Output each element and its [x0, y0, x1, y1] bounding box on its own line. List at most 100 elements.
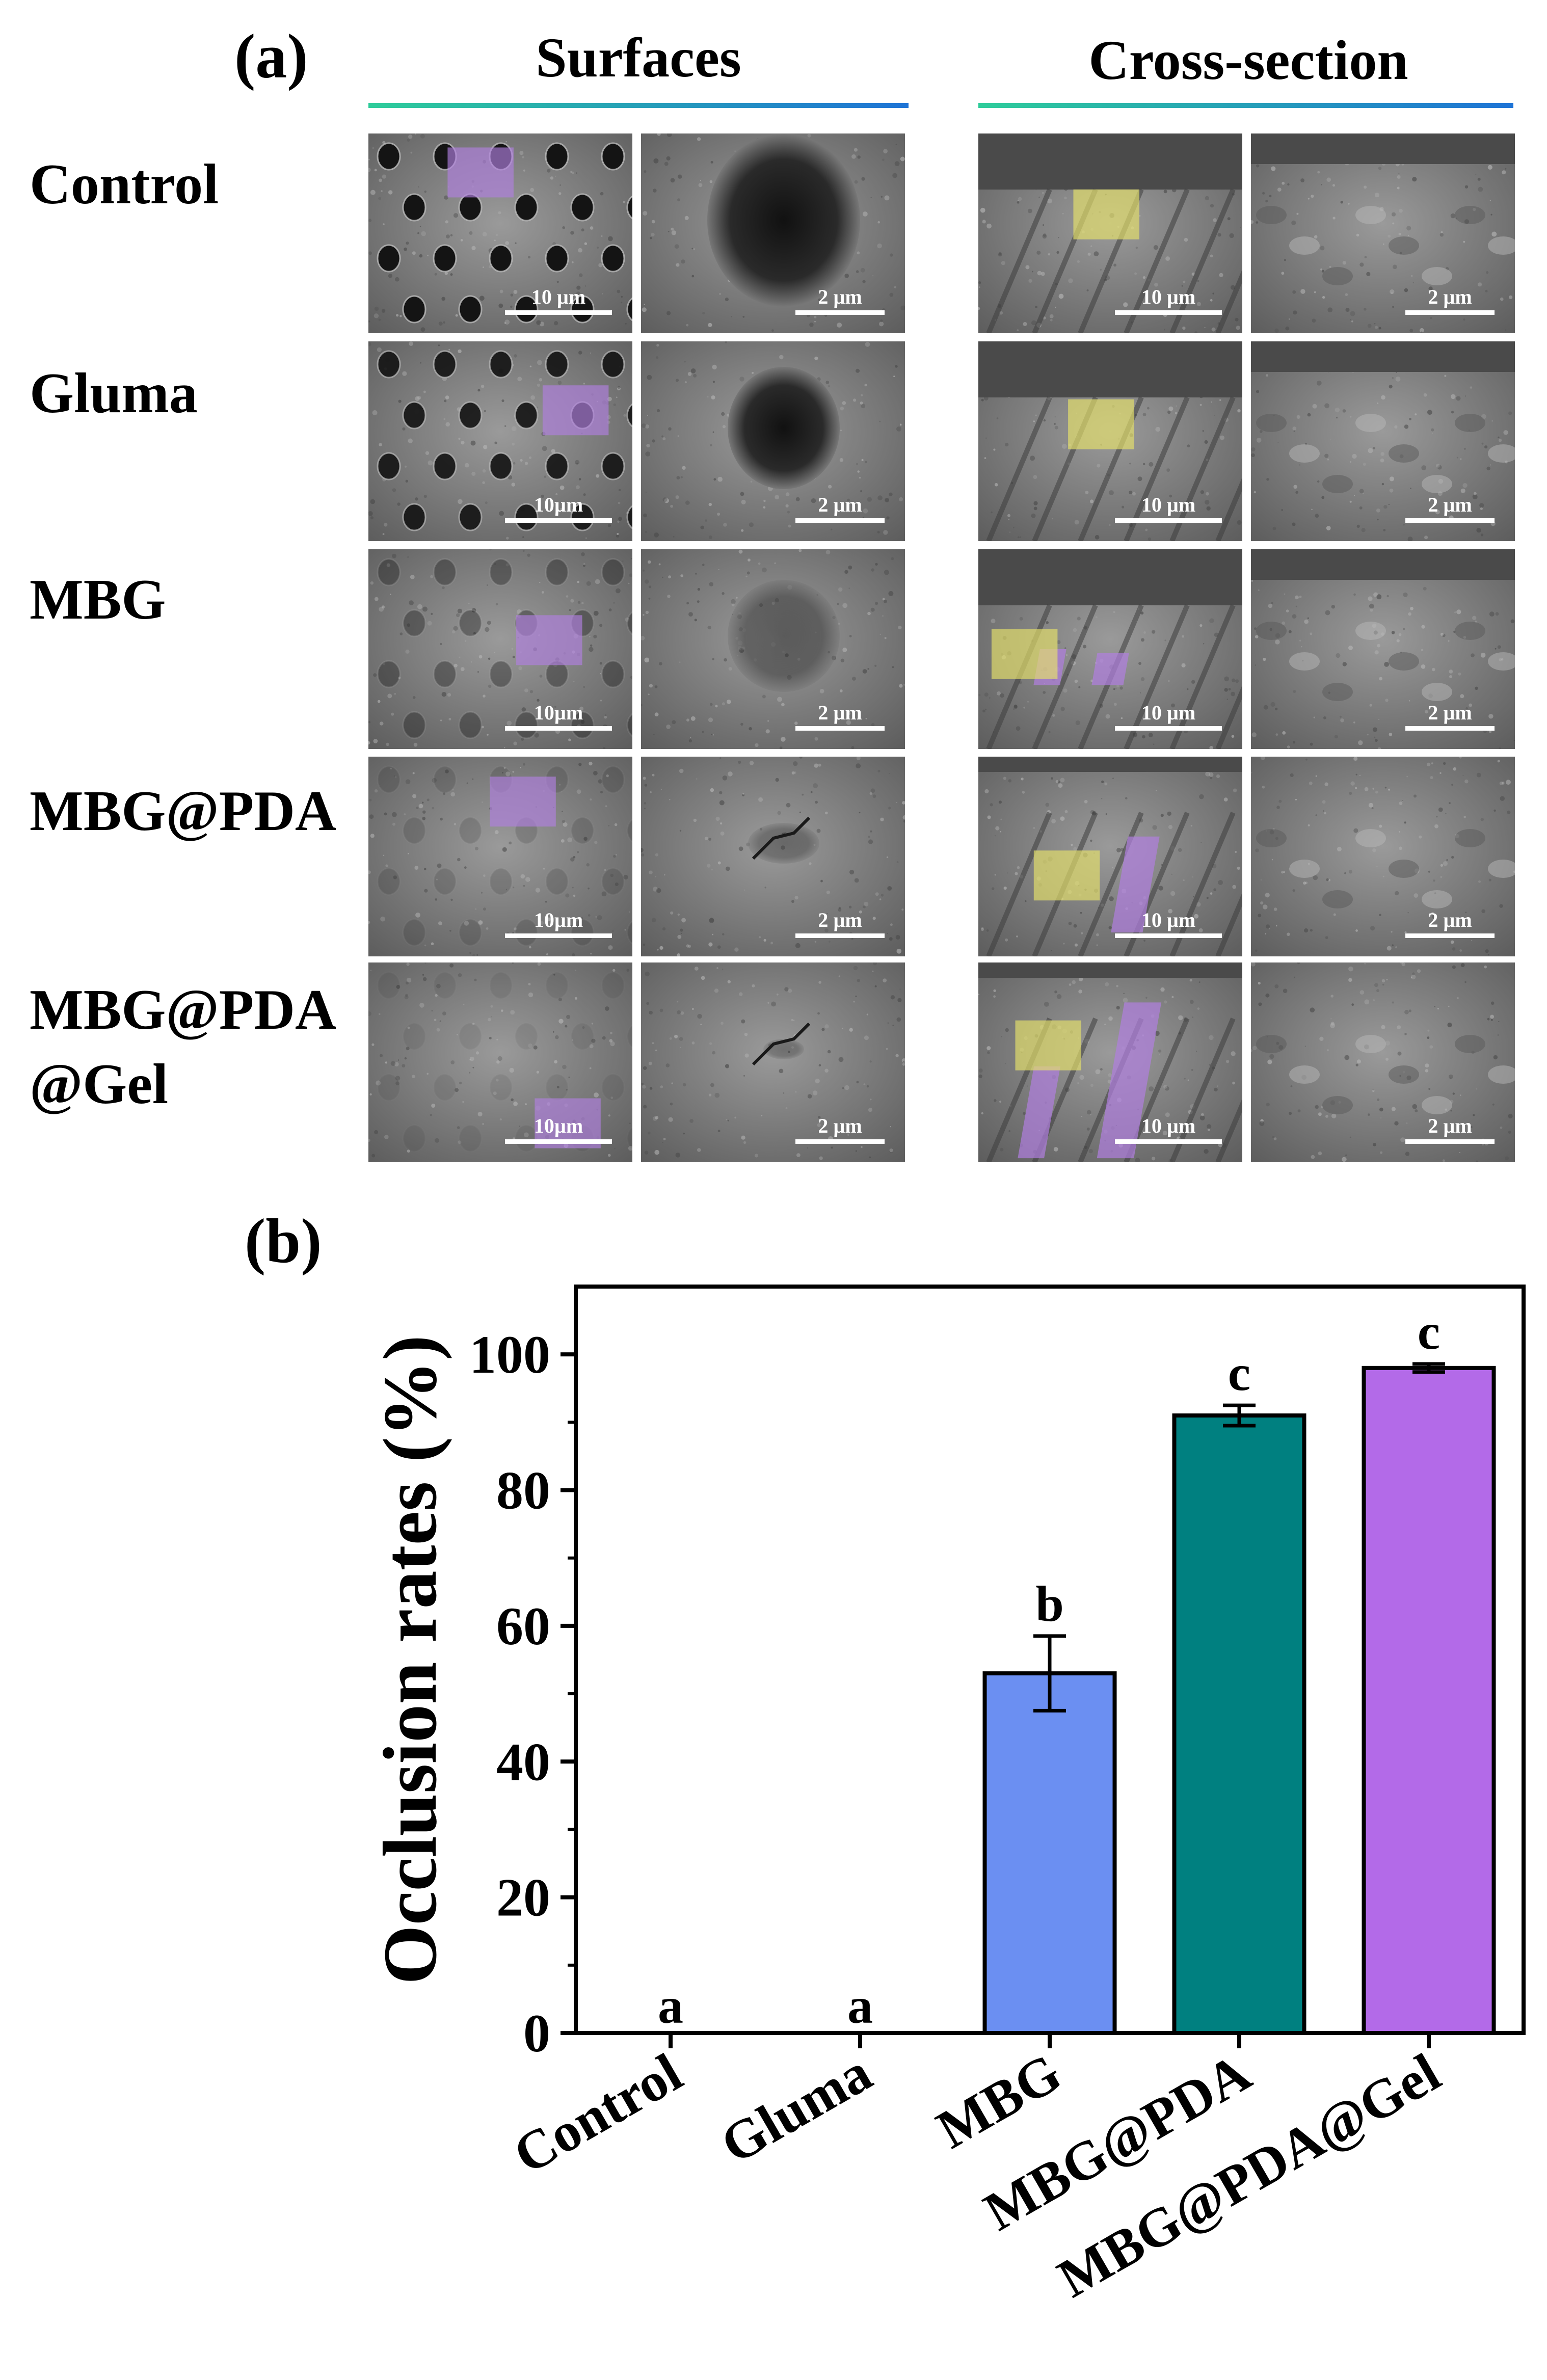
sem-image-mbg-surface-low: 10µm — [368, 549, 632, 749]
y-tick-label: 20 — [496, 1868, 550, 1928]
scale-bar: 2 µm — [1405, 1116, 1495, 1144]
scale-bar-line — [795, 518, 885, 523]
x-tick-label: Control — [503, 2042, 692, 2186]
scale-bar-label: 10µm — [534, 1114, 583, 1137]
scale-bar-line — [1405, 518, 1495, 523]
scale-bar: 2 µm — [795, 1116, 885, 1144]
scale-bar: 10µm — [505, 1116, 612, 1144]
scale-bar-line — [1405, 726, 1495, 731]
scale-bar-line — [795, 310, 885, 315]
y-tick-label: 0 — [523, 2003, 550, 2063]
scale-bar-line — [795, 1139, 885, 1144]
scale-bar-label: 2 µm — [1428, 1114, 1472, 1137]
significance-letter: a — [847, 1977, 873, 2034]
sem-image-control-cross-low: 10 µm — [978, 133, 1242, 333]
sem-image-mbg-pda-cross-low: 10 µm — [978, 757, 1242, 956]
scale-bar-label: 2 µm — [818, 285, 862, 308]
scale-bar-label: 10 µm — [1141, 1114, 1196, 1137]
y-tick-label: 80 — [496, 1461, 550, 1520]
row-label-gluma: Gluma — [30, 357, 198, 431]
sem-image-mbg-cross-high: 2 µm — [1251, 549, 1515, 749]
scale-bar-label: 10µm — [534, 908, 583, 931]
significance-letter: c — [1418, 1303, 1440, 1360]
significance-letter: c — [1228, 1345, 1250, 1401]
scale-bar-line — [795, 933, 885, 938]
sem-image-mbg-pda-surface-high: 2 µm — [641, 757, 905, 956]
sem-image-mbg-surface-high: 2 µm — [641, 549, 905, 749]
sem-image-mbg-pda-gel-surface-low: 10µm — [368, 962, 632, 1162]
sem-image-mbg-pda-surface-low: 10µm — [368, 757, 632, 956]
row-label-mbg-pda: MBG@PDA — [30, 774, 336, 849]
y-tick-label: 40 — [496, 1732, 550, 1791]
row-label-mbg-pda-gel-line2: @Gel — [30, 1052, 169, 1116]
panel-b-letter: (b) — [245, 1206, 322, 1276]
column-title-surfaces: Surfaces — [536, 26, 741, 89]
scale-bar-label: 10 µm — [1141, 908, 1196, 931]
column-title-cross-section: Cross-section — [1088, 29, 1408, 91]
x-tick-label: Gluma — [711, 2042, 882, 2176]
row-label-mbg-text: MBG — [30, 568, 166, 631]
scale-bar-label: 2 µm — [1428, 285, 1472, 308]
y-tick-label: 100 — [469, 1325, 550, 1384]
scale-bar-line — [1405, 933, 1495, 938]
scale-bar: 10 µm — [505, 287, 612, 315]
scale-bar-label: 2 µm — [818, 493, 862, 516]
row-label-gluma-text: Gluma — [30, 362, 198, 425]
scale-bar: 10 µm — [1115, 287, 1222, 315]
scale-bar-line — [1405, 310, 1495, 315]
scale-bar: 2 µm — [1405, 910, 1495, 938]
scale-bar-label: 10µm — [534, 493, 583, 516]
scale-bar-label: 2 µm — [818, 701, 862, 724]
scale-bar: 2 µm — [795, 287, 885, 315]
scale-bar-line — [505, 310, 612, 315]
sem-image-gluma-cross-high: 2 µm — [1251, 341, 1515, 541]
row-label-mbg-pda-gel: MBG@PDA @Gel — [30, 973, 336, 1121]
scale-bar-line — [505, 1139, 612, 1144]
sem-image-control-surface-low: 10 µm — [368, 133, 632, 333]
row-label-control: Control — [30, 148, 219, 222]
y-axis-label: Occlusion rates (%) — [368, 1335, 452, 1985]
significance-letter: b — [1035, 1575, 1064, 1632]
scale-bar-line — [1115, 310, 1222, 315]
scale-bar: 2 µm — [1405, 703, 1495, 731]
scale-bar-label: 2 µm — [1428, 701, 1472, 724]
scale-bar-label: 2 µm — [818, 908, 862, 931]
sem-image-mbg-pda-gel-surface-high: 2 µm — [641, 962, 905, 1162]
scale-bar-line — [1115, 1139, 1222, 1144]
sem-image-control-surface-high: 2 µm — [641, 133, 905, 333]
scale-bar: 10µm — [505, 495, 612, 523]
scale-bar-label: 2 µm — [818, 1114, 862, 1137]
sem-image-control-cross-high: 2 µm — [1251, 133, 1515, 333]
sem-image-mbg-pda-gel-cross-high: 2 µm — [1251, 962, 1515, 1162]
row-label-control-text: Control — [30, 153, 219, 216]
row-label-mbg-pda-text: MBG@PDA — [30, 780, 336, 843]
scale-bar-line — [505, 726, 612, 731]
scale-bar-line — [1405, 1139, 1495, 1144]
significance-letter: a — [658, 1977, 683, 2034]
sem-image-mbg-pda-gel-cross-low: 10 µm — [978, 962, 1242, 1162]
sem-image-gluma-surface-low: 10µm — [368, 341, 632, 541]
scale-bar: 10µm — [505, 703, 612, 731]
scale-bar-label: 10µm — [534, 701, 583, 724]
scale-bar-line — [795, 726, 885, 731]
scale-bar-line — [505, 518, 612, 523]
x-tick-label: MBG — [927, 2042, 1071, 2160]
scale-bar: 2 µm — [795, 910, 885, 938]
scale-bar: 10 µm — [1115, 495, 1222, 523]
scale-bar: 10 µm — [1115, 703, 1222, 731]
scale-bar: 2 µm — [1405, 495, 1495, 523]
scale-bar: 10 µm — [1115, 1116, 1222, 1144]
scale-bar: 10µm — [505, 910, 612, 938]
scale-bar: 2 µm — [795, 703, 885, 731]
scale-bar: 10 µm — [1115, 910, 1222, 938]
column-rule-cross-section — [978, 103, 1513, 108]
scale-bar-line — [505, 933, 612, 938]
y-tick-label: 60 — [496, 1596, 550, 1656]
column-rule-surfaces — [368, 103, 909, 108]
bar-mbg — [982, 1671, 1117, 2035]
scale-bar-label: 10 µm — [1141, 285, 1196, 308]
bar-mbg-pda-gel — [1362, 1366, 1496, 2035]
scale-bar: 2 µm — [795, 495, 885, 523]
sem-image-gluma-cross-low: 10 µm — [978, 341, 1242, 541]
